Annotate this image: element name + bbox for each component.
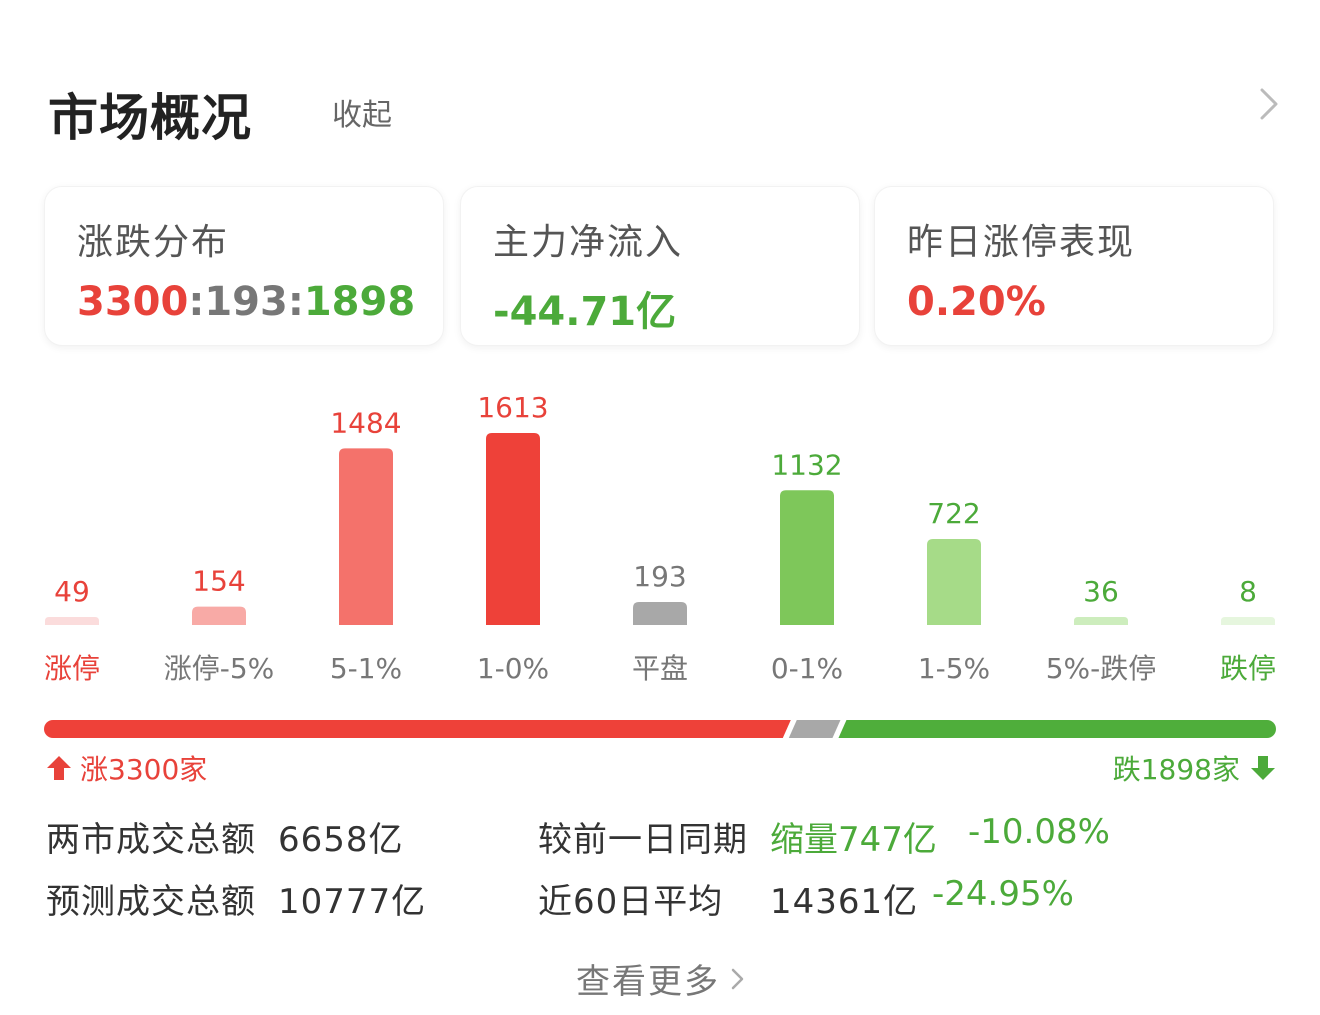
arrow-down-icon bbox=[1251, 756, 1275, 780]
card-net-inflow[interactable]: 主力净流入 -44.71亿 bbox=[460, 186, 860, 346]
down-summary: 跌1898家 bbox=[1113, 748, 1276, 788]
collapse-button[interactable]: 收起 bbox=[332, 98, 392, 133]
view-more-button[interactable]: 查看更多 bbox=[576, 954, 748, 1003]
forecast-turnover-value: 10777亿 bbox=[278, 882, 427, 922]
down-summary-text: 跌1898家 bbox=[1112, 753, 1240, 786]
up-summary-text: 涨3300家 bbox=[80, 753, 208, 786]
bar-value-label: 722 bbox=[927, 497, 980, 530]
bar-2 bbox=[339, 448, 393, 625]
category-label: 0-1% bbox=[771, 652, 843, 685]
flat-count: 193 bbox=[204, 279, 288, 325]
view-more-label: 查看更多 bbox=[576, 962, 720, 1002]
ratio-down-segment bbox=[838, 720, 1276, 738]
compare-label: 较前一日同期 bbox=[538, 820, 748, 860]
bar-value-label: 1484 bbox=[330, 406, 401, 439]
bar-1 bbox=[192, 606, 246, 625]
avg60-value: 14361亿 bbox=[770, 882, 919, 922]
category-label: 5-1% bbox=[330, 652, 402, 685]
card-label: 涨跌分布 bbox=[77, 222, 230, 263]
bar-0 bbox=[45, 617, 99, 625]
section-header: 市场概况 收起 bbox=[48, 72, 1284, 147]
separator: : bbox=[287, 279, 304, 325]
category-label: 平盘 bbox=[632, 652, 688, 685]
bar-3 bbox=[486, 433, 540, 625]
bar-6 bbox=[927, 539, 981, 625]
forecast-turnover-label: 预测成交总额 bbox=[46, 882, 256, 922]
category-label: 涨停-5% bbox=[164, 652, 275, 685]
bar-value-label: 36 bbox=[1083, 575, 1119, 608]
page-title: 市场概况 bbox=[48, 89, 252, 147]
category-label: 1-0% bbox=[477, 652, 549, 685]
net-inflow-value: -44.71亿 bbox=[493, 289, 677, 335]
down-count: 1898 bbox=[303, 279, 416, 325]
bar-value-label: 1613 bbox=[477, 391, 548, 424]
chevron-right-icon[interactable] bbox=[1254, 84, 1284, 124]
bar-7 bbox=[1074, 617, 1128, 625]
summary-cards: 涨跌分布 3300:193:1898 主力净流入 -44.71亿 昨日涨停表现 … bbox=[44, 186, 1274, 346]
ratio-bar bbox=[44, 720, 1276, 740]
chevron-right-icon bbox=[731, 968, 744, 989]
avg60-label: 近60日平均 bbox=[538, 882, 724, 922]
arrow-up-icon bbox=[47, 756, 71, 780]
card-limit-up-performance[interactable]: 昨日涨停表现 0.20% bbox=[874, 186, 1274, 346]
category-label: 跌停 bbox=[1220, 652, 1276, 685]
distribution-chart-svg: 49 涨停 154 涨停-5% 1484 5-1% 1613 1-0% 193 平盘 1132 0-1… bbox=[44, 391, 1276, 685]
compare-value: 缩量747亿 bbox=[770, 820, 937, 860]
bar-value-label: 154 bbox=[192, 565, 245, 598]
ratio-up-segment bbox=[44, 720, 791, 738]
up-summary: 涨3300家 bbox=[46, 748, 207, 788]
card-distribution[interactable]: 涨跌分布 3300:193:1898 bbox=[44, 186, 444, 346]
bar-8 bbox=[1221, 617, 1275, 625]
distribution-value: 3300:193:1898 bbox=[77, 279, 415, 325]
bar-value-label: 49 bbox=[54, 575, 90, 608]
card-label: 主力净流入 bbox=[493, 222, 684, 263]
avg60-pct: -24.95% bbox=[932, 874, 1074, 914]
ratio-flat-segment bbox=[788, 720, 841, 738]
up-count: 3300 bbox=[77, 279, 189, 325]
bar-4 bbox=[633, 602, 687, 625]
bar-value-label: 1132 bbox=[771, 448, 842, 481]
compare-pct: -10.08% bbox=[968, 812, 1110, 852]
category-label: 1-5% bbox=[918, 652, 990, 685]
bar-value-label: 193 bbox=[633, 560, 686, 593]
limit-up-performance-value: 0.20% bbox=[907, 279, 1046, 325]
category-label: 5%-跌停 bbox=[1046, 652, 1157, 685]
category-label: 涨停 bbox=[44, 652, 100, 685]
bar-5 bbox=[780, 490, 834, 625]
total-turnover-label: 两市成交总额 bbox=[46, 820, 256, 860]
bar-value-label: 8 bbox=[1239, 575, 1257, 608]
separator: : bbox=[188, 279, 205, 325]
card-label: 昨日涨停表现 bbox=[907, 222, 1136, 263]
total-turnover-value: 6658亿 bbox=[278, 820, 404, 860]
distribution-chart: 49 涨停 154 涨停-5% 1484 5-1% 1613 1-0% 193 平盘 1132 0-1… bbox=[0, 380, 1320, 690]
ratio-bar-svg bbox=[44, 720, 1276, 738]
